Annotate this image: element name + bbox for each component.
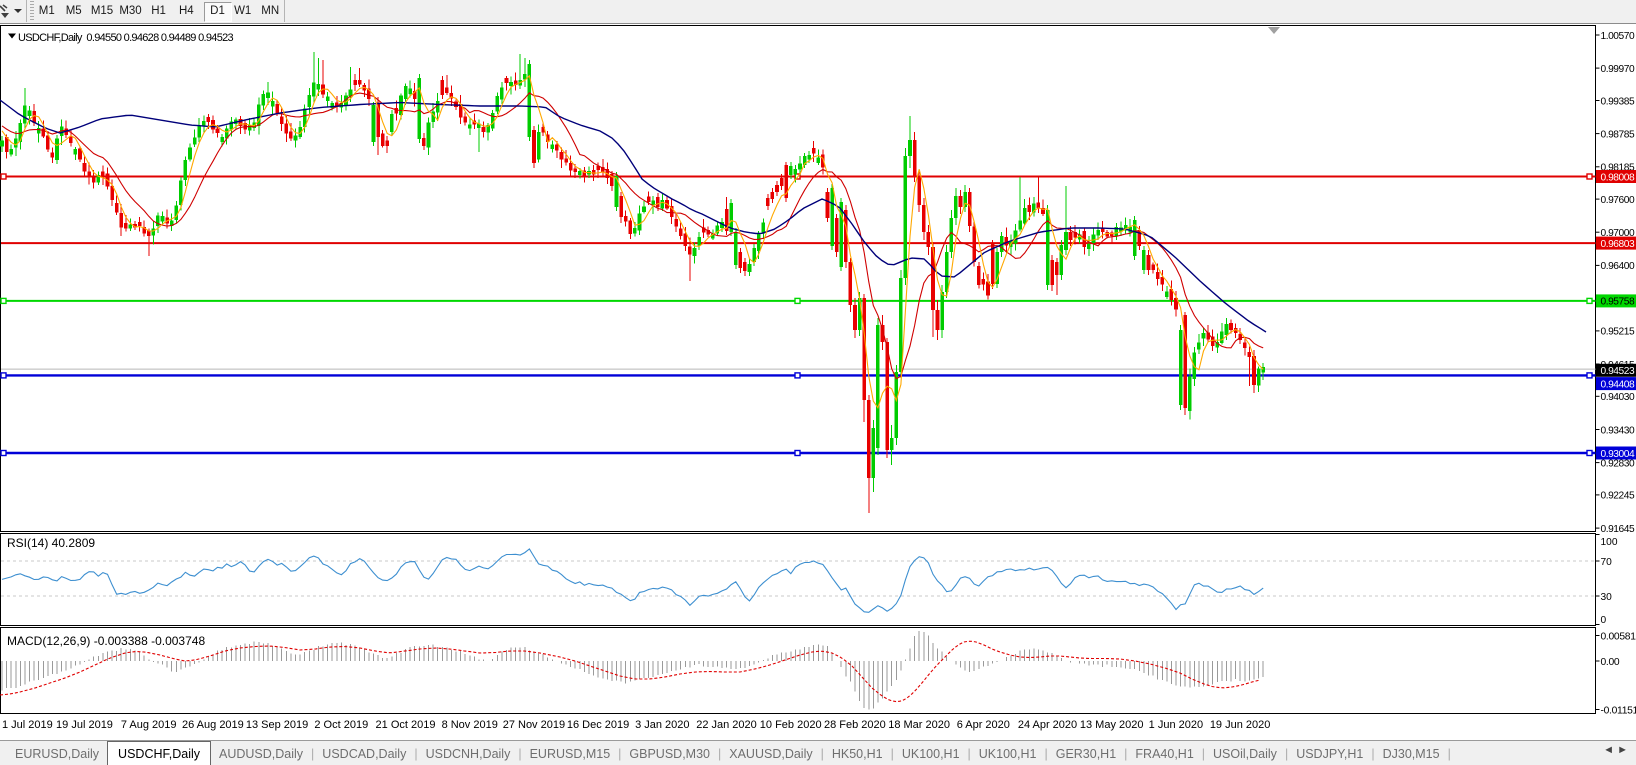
svg-text:0.92245: 0.92245 (1601, 491, 1635, 502)
svg-text:70: 70 (1601, 557, 1613, 568)
svg-text:13 May 2020: 13 May 2020 (1080, 719, 1144, 731)
svg-text:1.00570: 1.00570 (1601, 31, 1635, 42)
svg-text:0.95215: 0.95215 (1601, 327, 1635, 338)
svg-text:26 Aug 2019: 26 Aug 2019 (182, 719, 244, 731)
svg-text:22 Jan 2020: 22 Jan 2020 (696, 719, 757, 731)
svg-text:24 Apr 2020: 24 Apr 2020 (1018, 719, 1077, 731)
svg-text:0.94523: 0.94523 (1601, 366, 1635, 377)
svg-text:-0.011514: -0.011514 (1601, 705, 1636, 716)
svg-text:16 Dec 2019: 16 Dec 2019 (567, 719, 629, 731)
svg-text:19 Jun 2020: 19 Jun 2020 (1210, 719, 1271, 731)
svg-text:3 Jan 2020: 3 Jan 2020 (635, 719, 689, 731)
svg-text:1 Jul 2019: 1 Jul 2019 (2, 719, 53, 731)
svg-text:USDCHF,Daily 0.94550 0.94628: USDCHF,Daily 0.94550 0.94628 0.94489 0.9… (18, 32, 234, 44)
svg-text:0.96400: 0.96400 (1601, 261, 1635, 272)
svg-text:10 Feb 2020: 10 Feb 2020 (760, 719, 822, 731)
svg-text:21 Oct 2019: 21 Oct 2019 (376, 719, 436, 731)
svg-text:0.97600: 0.97600 (1601, 195, 1635, 206)
svg-text:RSI(14) 40.2809: RSI(14) 40.2809 (7, 536, 95, 550)
svg-text:0.98185: 0.98185 (1601, 163, 1635, 174)
svg-text:6 Apr 2020: 6 Apr 2020 (957, 719, 1010, 731)
svg-text:0.93430: 0.93430 (1601, 425, 1635, 436)
svg-text:0.94408: 0.94408 (1601, 379, 1635, 390)
svg-text:0.95758: 0.95758 (1601, 297, 1635, 308)
svg-text:0.94030: 0.94030 (1601, 392, 1635, 403)
svg-text:0.99385: 0.99385 (1601, 96, 1635, 107)
svg-text:0.91645: 0.91645 (1601, 524, 1635, 535)
svg-text:0: 0 (1601, 615, 1607, 626)
svg-text:18 Mar 2020: 18 Mar 2020 (888, 719, 950, 731)
svg-text:0.93004: 0.93004 (1601, 449, 1635, 460)
svg-text:19 Jul 2019: 19 Jul 2019 (56, 719, 113, 731)
svg-text:0.00: 0.00 (1601, 657, 1620, 668)
svg-text:7 Aug 2019: 7 Aug 2019 (121, 719, 177, 731)
svg-text:100: 100 (1601, 537, 1618, 548)
svg-text:27 Nov 2019: 27 Nov 2019 (503, 719, 565, 731)
svg-text:0.96803: 0.96803 (1601, 239, 1635, 250)
svg-text:8 Nov 2019: 8 Nov 2019 (442, 719, 498, 731)
svg-text:0.98008: 0.98008 (1601, 172, 1635, 183)
svg-text:30: 30 (1601, 592, 1613, 603)
svg-text:MACD(12,26,9) -0.003388 -0.003: MACD(12,26,9) -0.003388 -0.003748 (7, 634, 205, 648)
svg-text:0.99970: 0.99970 (1601, 64, 1635, 75)
svg-text:28 Feb 2020: 28 Feb 2020 (824, 719, 886, 731)
svg-text:13 Sep 2019: 13 Sep 2019 (246, 719, 308, 731)
svg-text:0.98785: 0.98785 (1601, 129, 1635, 140)
svg-text:2 Oct 2019: 2 Oct 2019 (314, 719, 368, 731)
svg-text:0.005818: 0.005818 (1601, 631, 1636, 642)
svg-text:1 Jun 2020: 1 Jun 2020 (1149, 719, 1203, 731)
svg-text:0.92830: 0.92830 (1601, 458, 1635, 469)
svg-text:0.97000: 0.97000 (1601, 228, 1635, 239)
